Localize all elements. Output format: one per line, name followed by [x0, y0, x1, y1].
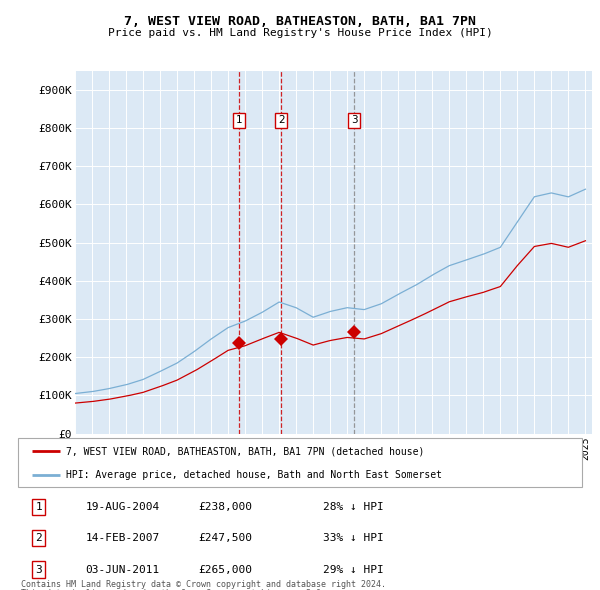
Text: 3: 3 — [35, 565, 42, 575]
Text: Price paid vs. HM Land Registry's House Price Index (HPI): Price paid vs. HM Land Registry's House … — [107, 28, 493, 38]
FancyBboxPatch shape — [18, 438, 582, 487]
Text: Contains HM Land Registry data © Crown copyright and database right 2024.: Contains HM Land Registry data © Crown c… — [21, 581, 386, 589]
Text: £238,000: £238,000 — [199, 502, 253, 512]
Text: 1: 1 — [236, 116, 242, 126]
Text: HPI: Average price, detached house, Bath and North East Somerset: HPI: Average price, detached house, Bath… — [66, 470, 442, 480]
Text: 14-FEB-2007: 14-FEB-2007 — [86, 533, 160, 543]
Text: 2: 2 — [278, 116, 284, 126]
Text: 2: 2 — [35, 533, 42, 543]
Text: 28% ↓ HPI: 28% ↓ HPI — [323, 502, 383, 512]
Text: 3: 3 — [351, 116, 358, 126]
Text: 29% ↓ HPI: 29% ↓ HPI — [323, 565, 383, 575]
Text: £247,500: £247,500 — [199, 533, 253, 543]
Text: This data is licensed under the Open Government Licence v3.0.: This data is licensed under the Open Gov… — [21, 589, 326, 590]
Text: 33% ↓ HPI: 33% ↓ HPI — [323, 533, 383, 543]
Text: £265,000: £265,000 — [199, 565, 253, 575]
Text: 7, WEST VIEW ROAD, BATHEASTON, BATH, BA1 7PN: 7, WEST VIEW ROAD, BATHEASTON, BATH, BA1… — [124, 15, 476, 28]
Text: 19-AUG-2004: 19-AUG-2004 — [86, 502, 160, 512]
Text: 7, WEST VIEW ROAD, BATHEASTON, BATH, BA1 7PN (detached house): 7, WEST VIEW ROAD, BATHEASTON, BATH, BA1… — [66, 447, 424, 457]
Text: 03-JUN-2011: 03-JUN-2011 — [86, 565, 160, 575]
Text: 1: 1 — [35, 502, 42, 512]
